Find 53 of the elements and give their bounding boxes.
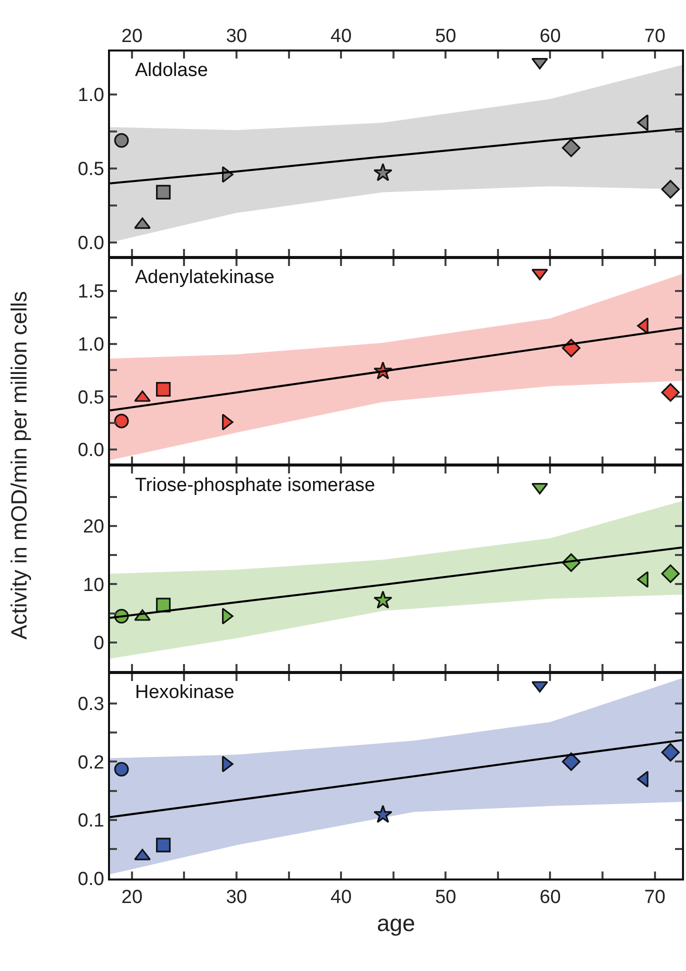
point [661, 564, 680, 583]
point [134, 217, 151, 229]
y-tick-label: 0.2 [78, 752, 104, 774]
y-tick-label: 1.5 [78, 282, 104, 303]
line-series [110, 739, 682, 818]
point [114, 414, 129, 428]
x-tick-label: 60 [540, 887, 561, 908]
point [373, 590, 392, 609]
point [562, 752, 580, 771]
y-axis-title: Activity in mOD/min per million cells [6, 291, 32, 640]
x-tick-label: 30 [226, 887, 248, 908]
point [661, 743, 680, 762]
line-series [110, 546, 682, 619]
y-tick-label: 0.5 [78, 387, 104, 408]
line-series [110, 128, 682, 184]
point [134, 848, 151, 860]
x-tick-label: 70 [644, 26, 666, 48]
y-tick-label: 1.0 [78, 334, 104, 356]
point [156, 838, 171, 852]
x-tick-label: 40 [330, 887, 352, 908]
point [661, 180, 680, 199]
chart-title: Aldolase [135, 60, 208, 81]
x-tick-label: 30 [226, 26, 248, 48]
y-tick-label: 10 [83, 574, 104, 596]
point [373, 163, 392, 182]
y-tick-label: 1.0 [78, 85, 104, 106]
line-series [110, 326, 682, 412]
x-tick-label: 40 [330, 26, 352, 48]
chart-title: Adenylatekinase [135, 267, 274, 288]
chart-title: Triose-phosphate isomerase [135, 475, 376, 496]
x-tick-label: 20 [121, 26, 143, 48]
y-tick-label: 0.3 [78, 694, 104, 715]
point [562, 138, 580, 158]
x-tick-label: 50 [435, 26, 456, 48]
point [156, 184, 171, 200]
point [156, 382, 171, 397]
x-tick-label: 70 [644, 887, 666, 908]
x-axis-title: age [376, 910, 416, 936]
x-tick-label: 60 [540, 26, 561, 48]
point [661, 383, 680, 402]
x-tick-label: 20 [121, 887, 143, 908]
y-tick-label: 0.0 [78, 868, 104, 890]
y-tick-label: 0.5 [78, 159, 104, 180]
point [114, 133, 129, 148]
y-tick-label: 0.1 [78, 810, 104, 832]
x-tick-label: 50 [435, 887, 456, 908]
y-tick-label: 0 [94, 632, 104, 654]
y-tick-label: 0.0 [78, 440, 104, 462]
y-tick-label: 20 [83, 516, 104, 538]
point [373, 804, 392, 823]
y-tick-label: 0.0 [78, 233, 104, 254]
chart-title: Hexokinase [135, 682, 234, 703]
point [114, 762, 129, 777]
